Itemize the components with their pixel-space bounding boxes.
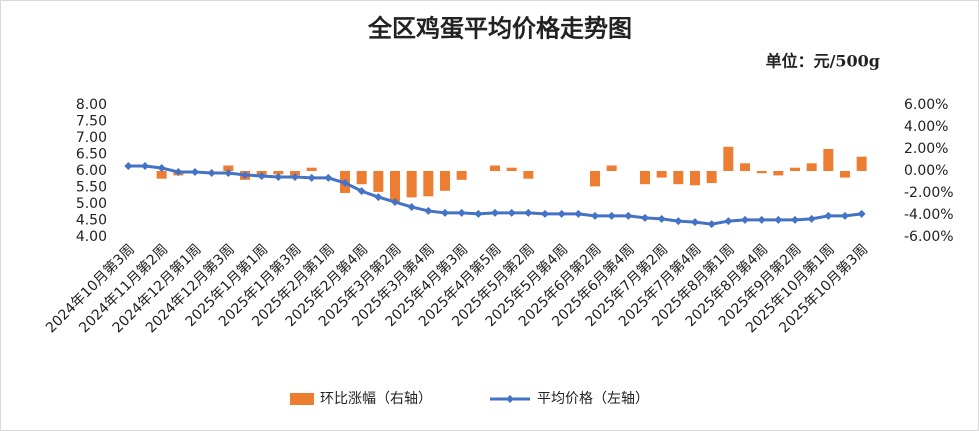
line-marker xyxy=(791,215,799,224)
bar xyxy=(223,165,234,171)
line-marker xyxy=(841,211,849,220)
y2-tick-label: 6.00% xyxy=(904,97,948,113)
line-marker xyxy=(574,209,583,218)
line-marker xyxy=(541,209,549,218)
chart-title: 全区鸡蛋平均价格走势图 xyxy=(367,14,632,43)
line-marker xyxy=(174,167,183,176)
y2-tick-label: -4.00% xyxy=(904,207,954,223)
line-marker xyxy=(274,172,283,181)
y-tick-label: 4.00 xyxy=(76,229,107,245)
y-tick-label: 5.00 xyxy=(76,196,107,212)
legend-label: 平均价格（左轴） xyxy=(537,391,649,407)
line-marker xyxy=(141,162,149,171)
bar xyxy=(656,171,667,178)
line-marker xyxy=(341,178,349,187)
line-marker xyxy=(424,206,433,215)
bar xyxy=(640,171,650,185)
line-marker xyxy=(707,220,716,229)
line-marker xyxy=(241,170,249,179)
bar xyxy=(440,171,450,191)
y2-tick-label: 4.00% xyxy=(904,119,948,135)
bar xyxy=(740,163,750,171)
line-marker xyxy=(807,214,816,223)
bar xyxy=(306,167,317,171)
y-tick-label: 4.50 xyxy=(76,213,107,229)
line-marker xyxy=(374,193,383,202)
y2-tick-label: 2.00% xyxy=(904,141,948,157)
bar xyxy=(606,165,617,171)
line-marker xyxy=(291,172,299,181)
line-marker xyxy=(757,215,766,224)
bar xyxy=(373,171,384,192)
bar xyxy=(523,171,534,179)
line-marker xyxy=(507,208,516,217)
line-marker xyxy=(491,208,499,217)
bar xyxy=(773,171,784,176)
bar xyxy=(790,167,800,171)
line-marker xyxy=(391,198,399,207)
bar xyxy=(423,171,434,197)
line-marker xyxy=(641,213,649,222)
line-marker xyxy=(857,209,866,218)
y2-tick-label: -6.00% xyxy=(904,229,954,245)
line-marker xyxy=(224,168,233,177)
line-marker xyxy=(607,211,616,220)
bar xyxy=(823,149,834,171)
line-marker xyxy=(457,208,466,217)
line-marker xyxy=(307,173,316,182)
y2-tick-label: 0.00% xyxy=(904,163,948,179)
bar xyxy=(456,171,467,180)
line-marker xyxy=(524,208,533,217)
legend-swatch xyxy=(290,393,314,405)
bar xyxy=(590,171,600,187)
bar xyxy=(273,171,284,175)
line-marker xyxy=(591,211,599,220)
bar xyxy=(690,171,700,186)
bar xyxy=(723,146,734,171)
line-marker xyxy=(624,211,633,220)
line-marker xyxy=(407,202,416,211)
legend-label: 环比涨幅（右轴） xyxy=(320,391,432,407)
line-marker xyxy=(257,171,266,180)
y-tick-label: 8.00 xyxy=(76,97,107,113)
bar xyxy=(390,171,400,202)
bar xyxy=(673,171,684,185)
bar xyxy=(156,171,167,179)
legend-marker xyxy=(506,395,514,403)
line-marker xyxy=(674,217,683,226)
bar xyxy=(506,167,517,171)
line-marker xyxy=(441,208,449,217)
bar xyxy=(840,171,850,178)
bar xyxy=(806,163,817,171)
line-marker xyxy=(774,215,783,224)
line-marker xyxy=(474,209,483,218)
chart-subtitle: 单位：元/500g xyxy=(766,52,880,71)
line-marker xyxy=(207,168,216,177)
line-marker xyxy=(191,167,199,176)
line-marker xyxy=(824,211,833,220)
bar xyxy=(706,171,717,184)
bar xyxy=(856,156,867,171)
line-marker xyxy=(657,214,666,223)
bar xyxy=(490,165,500,171)
y-tick-label: 6.50 xyxy=(76,147,107,163)
line-marker xyxy=(324,173,333,182)
line-marker xyxy=(724,217,733,226)
bar xyxy=(756,171,767,174)
y-tick-label: 6.00 xyxy=(76,163,107,179)
bar xyxy=(406,171,417,198)
bar xyxy=(356,171,367,185)
line-marker xyxy=(357,187,366,196)
y-tick-label: 7.50 xyxy=(76,114,107,130)
line-marker xyxy=(157,164,166,173)
line-marker xyxy=(557,209,566,218)
line-marker xyxy=(124,162,133,171)
y-tick-label: 7.00 xyxy=(76,130,107,146)
y-tick-label: 5.50 xyxy=(76,180,107,196)
y2-tick-label: -2.00% xyxy=(904,185,954,201)
line-marker xyxy=(741,215,749,224)
line-marker xyxy=(691,218,699,227)
